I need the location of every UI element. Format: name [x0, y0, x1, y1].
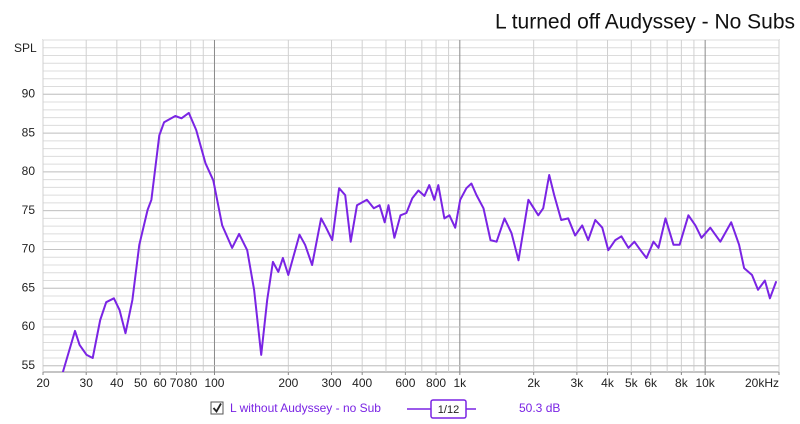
y-tick-label: 65 — [22, 280, 36, 294]
legend-label: L without Audyssey - no Sub — [230, 401, 381, 415]
grid — [42, 39, 780, 372]
x-tick-label: 20kHz — [745, 376, 779, 390]
x-tick-label: 100 — [204, 376, 224, 390]
x-tick-label: 400 — [352, 376, 372, 390]
x-tick-label: 800 — [426, 376, 446, 390]
x-tick-label: 40 — [110, 376, 124, 390]
y-tick-label: 60 — [22, 319, 36, 333]
level-label: 50.3 dB — [519, 401, 560, 415]
y-tick-label: 70 — [22, 242, 36, 256]
x-tick-label: 50 — [134, 376, 148, 390]
x-tick-label: 60 — [153, 376, 167, 390]
y-tick-label: 55 — [22, 358, 36, 372]
x-tick-label: 200 — [278, 376, 298, 390]
y-tick-label: 80 — [22, 164, 36, 178]
x-tick-label: 300 — [322, 376, 342, 390]
x-tick-label: 70 — [170, 376, 184, 390]
line-series — [61, 111, 777, 372]
x-tick-label: 3k — [571, 376, 585, 390]
x-tick-label: 600 — [395, 376, 415, 390]
x-tick-label: 5k — [625, 376, 639, 390]
x-tick-label: 10k — [695, 376, 715, 390]
x-tick-label: 80 — [184, 376, 198, 390]
y-tick-label: 90 — [22, 86, 36, 100]
x-tick-label: 30 — [80, 376, 94, 390]
y-axis-label: SPL — [14, 41, 37, 55]
smoothing-box — [430, 399, 467, 419]
plot-area — [42, 39, 780, 373]
x-tick-label: 4k — [601, 376, 615, 390]
x-tick-label: 6k — [644, 376, 658, 390]
x-tick-label: 2k — [527, 376, 541, 390]
y-tick-label: 85 — [22, 125, 36, 139]
plot — [61, 111, 777, 372]
chart-title: L turned off Audyssey - No Subs — [495, 11, 795, 34]
checkmark — [212, 403, 222, 414]
legend: L without Audyssey - no Sub 1/12 50.3 dB — [210, 399, 560, 419]
smoothing-label: 1/12 — [438, 404, 459, 416]
x-tick-label: 8k — [675, 376, 689, 390]
x-tick-label: 20 — [36, 376, 50, 390]
y-tick-label: 75 — [22, 203, 36, 217]
x-tick-label: 1k — [453, 376, 467, 390]
